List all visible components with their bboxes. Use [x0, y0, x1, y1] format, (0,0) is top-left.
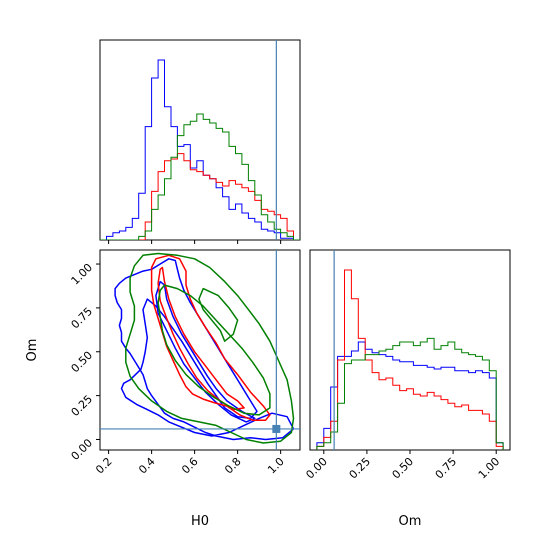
x-axis-label-om: Om [399, 514, 422, 529]
joint-x-tick-label-4: 1.0 [265, 455, 287, 477]
om-histogram-panel [309, 249, 511, 451]
h0-histogram-lines [100, 59, 300, 240]
contour-series-2-5 [157, 284, 271, 416]
om-hist-x-tick-label-1: 0.25 [347, 455, 374, 482]
joint-contours [114, 252, 295, 444]
contour-series-2-6 [198, 287, 239, 342]
y-axis-label-om: Om [25, 339, 40, 362]
contour-series-1-3 [157, 266, 245, 411]
om-hist-x-tick-label-3: 0.75 [433, 455, 460, 482]
om-hist-x-tick-label-0: 0.00 [303, 455, 330, 482]
joint-y-tick-label-0: 0.00 [69, 436, 96, 463]
joint-y-tick-label-3: 0.75 [69, 305, 96, 332]
om-histogram-series-2 [316, 337, 504, 450]
h0-histogram-series-0 [100, 59, 300, 240]
h0-histogram-panel [99, 39, 301, 241]
contour-series-0-1 [155, 280, 256, 423]
om-hist-x-tick-label-2: 0.50 [390, 455, 417, 482]
joint-x-tick-label-0: 0.2 [93, 455, 115, 477]
h0-om-joint-panel [99, 249, 301, 451]
joint-y-tick-label-4: 1.00 [69, 261, 96, 288]
om-hist-x-tick-label-4: 1.00 [476, 455, 503, 482]
truth-marker [272, 424, 281, 433]
om-histogram-series-1 [316, 269, 504, 450]
om-histogram-series-0 [316, 341, 504, 450]
h0-histogram-series-2 [100, 113, 300, 240]
joint-y-tick-label-2: 0.50 [69, 349, 96, 376]
contour-series-0-0 [114, 258, 295, 441]
contour-series-1-2 [150, 254, 271, 421]
contour-series-2-4 [125, 252, 295, 444]
joint-x-tick-label-3: 0.8 [222, 455, 244, 477]
x-axis-label-h0: H0 [191, 514, 209, 529]
joint-x-tick-label-2: 0.6 [179, 455, 201, 477]
joint-y-tick-label-1: 0.25 [69, 393, 96, 420]
om-histogram-lines [316, 269, 504, 450]
joint-x-tick-label-1: 0.4 [136, 455, 158, 477]
